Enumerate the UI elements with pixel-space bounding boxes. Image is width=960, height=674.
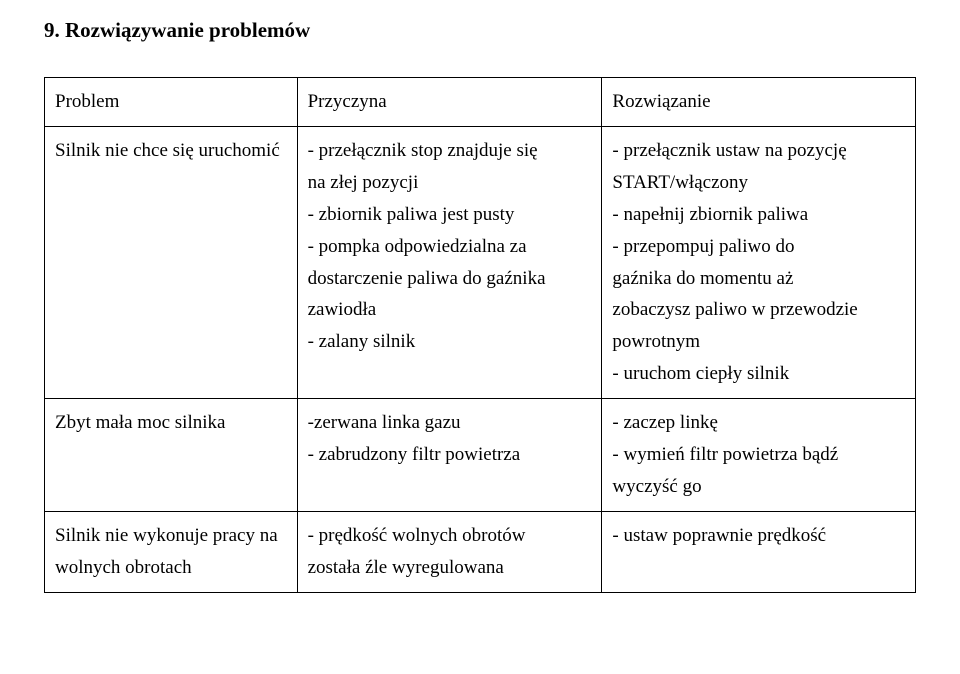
text-line: została źle wyregulowana	[308, 552, 592, 584]
text-line: - zbiornik paliwa jest pusty	[308, 199, 592, 231]
cell-solution: - ustaw poprawnie prędkość	[602, 511, 916, 592]
cell-problem: Silnik nie wykonuje pracy na wolnych obr…	[45, 511, 298, 592]
text-line: dostarczenie paliwa do gaźnika	[308, 263, 592, 295]
text-line: Silnik nie chce się uruchomić	[55, 135, 287, 167]
table-header-row: Problem Przyczyna Rozwiązanie	[45, 78, 916, 127]
text-line: - przepompuj paliwo do	[612, 231, 905, 263]
cell-problem: Zbyt mała moc silnika	[45, 399, 298, 512]
troubleshooting-table: Problem Przyczyna Rozwiązanie Silnik nie…	[44, 77, 916, 593]
text-line: wolnych obrotach	[55, 552, 287, 584]
cell-cause: - przełącznik stop znajduje się na złej …	[297, 126, 602, 398]
text-line: wyczyść go	[612, 471, 905, 503]
section-heading: 9. Rozwiązywanie problemów	[44, 18, 916, 43]
text-line: powrotnym	[612, 326, 905, 358]
cell-solution: - przełącznik ustaw na pozycję START/włą…	[602, 126, 916, 398]
text-line: gaźnika do momentu aż	[612, 263, 905, 295]
text-line: na złej pozycji	[308, 167, 592, 199]
text-line: - pompka odpowiedzialna za	[308, 231, 592, 263]
text-line: Zbyt mała moc silnika	[55, 407, 287, 439]
table-row: Zbyt mała moc silnika -zerwana linka gaz…	[45, 399, 916, 512]
text-line: - zaczep linkę	[612, 407, 905, 439]
text-line: - ustaw poprawnie prędkość	[612, 520, 905, 552]
table-row: Silnik nie wykonuje pracy na wolnych obr…	[45, 511, 916, 592]
col-header-problem: Problem	[45, 78, 298, 127]
text-line: - prędkość wolnych obrotów	[308, 520, 592, 552]
text-line: - uruchom ciepły silnik	[612, 358, 905, 390]
cell-problem: Silnik nie chce się uruchomić	[45, 126, 298, 398]
text-line: - zabrudzony filtr powietrza	[308, 439, 592, 471]
text-line: -zerwana linka gazu	[308, 407, 592, 439]
text-line: - wymień filtr powietrza bądź	[612, 439, 905, 471]
text-line: Silnik nie wykonuje pracy na	[55, 520, 287, 552]
col-header-cause: Przyczyna	[297, 78, 602, 127]
table-row: Silnik nie chce się uruchomić - przełącz…	[45, 126, 916, 398]
text-line: zawiodła	[308, 294, 592, 326]
page: 9. Rozwiązywanie problemów Problem Przyc…	[0, 0, 960, 674]
text-line: - napełnij zbiornik paliwa	[612, 199, 905, 231]
cell-cause: - prędkość wolnych obrotów została źle w…	[297, 511, 602, 592]
text-line: - przełącznik stop znajduje się	[308, 135, 592, 167]
text-line: START/włączony	[612, 167, 905, 199]
text-line: - przełącznik ustaw na pozycję	[612, 135, 905, 167]
cell-solution: - zaczep linkę - wymień filtr powietrza …	[602, 399, 916, 512]
text-line: - zalany silnik	[308, 326, 592, 358]
cell-cause: -zerwana linka gazu - zabrudzony filtr p…	[297, 399, 602, 512]
text-line: zobaczysz paliwo w przewodzie	[612, 294, 905, 326]
col-header-solution: Rozwiązanie	[602, 78, 916, 127]
